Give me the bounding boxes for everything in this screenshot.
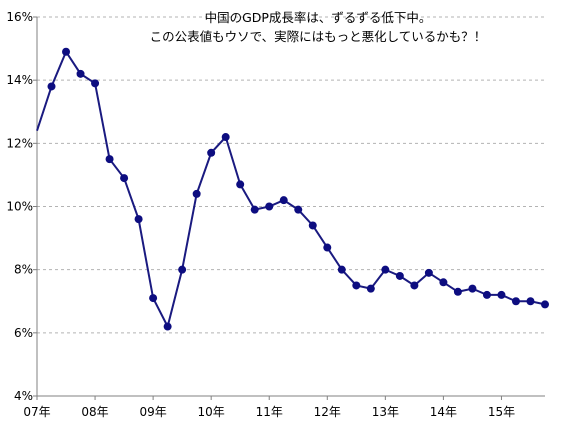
data-point [105, 155, 114, 164]
chart-title-line-1: 中国のGDP成長率は、ずるずる低下中。 [205, 10, 432, 25]
data-point [163, 322, 172, 331]
y-tick-label: 10% [6, 200, 33, 214]
data-point [250, 205, 259, 214]
data-point [511, 297, 520, 306]
data-point [294, 205, 303, 214]
x-tick-label: 11年 [256, 405, 283, 419]
y-tick-label: 12% [6, 136, 33, 150]
data-point [236, 180, 245, 189]
data-point [497, 290, 506, 299]
data-point [76, 69, 85, 78]
data-point [439, 278, 448, 287]
data-point [323, 243, 332, 252]
chart-title-line-2: この公表値もウソで、実際にはもっと悪化しているかも？！ [150, 29, 487, 44]
data-point [482, 290, 491, 299]
data-point [120, 174, 129, 183]
x-tick-labels: 07年 08年 09年 10年 11年 12年 13年 14年 15年 [23, 405, 515, 419]
y-tick-label: 4% [14, 389, 33, 403]
y-tick-label: 16% [6, 10, 33, 24]
x-tick-label: 12年 [314, 405, 341, 419]
data-point [134, 215, 143, 224]
y-tick-label: 8% [14, 263, 33, 277]
data-point [526, 297, 535, 306]
data-point [366, 284, 375, 293]
data-point [207, 148, 216, 157]
chart-title: 中国のGDP成長率は、ずるずる低下中。 この公表値もウソで、実際にはもっと悪化し… [150, 10, 487, 44]
x-tick-label: 15年 [488, 405, 515, 419]
y-tick-label: 6% [14, 326, 33, 340]
data-point [221, 133, 230, 142]
data-point [410, 281, 419, 290]
data-point [149, 294, 158, 303]
data-point [337, 265, 346, 274]
data-point [453, 287, 462, 296]
data-point [352, 281, 361, 290]
y-tick-label: 14% [6, 73, 33, 87]
data-point [62, 47, 71, 56]
data-point [468, 284, 477, 293]
x-tick-label: 10年 [198, 405, 225, 419]
data-point [279, 196, 288, 205]
x-tick-label: 08年 [81, 405, 108, 419]
y-tick-labels: 4% 6% 8% 10% 12% 14% 16% [6, 10, 33, 403]
data-point [47, 82, 56, 91]
data-point [395, 271, 404, 280]
series-line [36, 49, 546, 330]
x-tick-label: 13年 [372, 405, 399, 419]
grid-lines [37, 16, 545, 334]
data-point [192, 189, 201, 198]
data-point [424, 268, 433, 277]
data-point [381, 265, 390, 274]
data-point [178, 265, 187, 274]
x-tick-label: 14年 [430, 405, 457, 419]
x-tick-label: 07年 [23, 405, 50, 419]
data-point [541, 300, 549, 309]
series-gdp [36, 47, 549, 331]
axes [33, 16, 545, 400]
data-point [265, 202, 274, 211]
x-tick-label: 09年 [139, 405, 166, 419]
data-point [308, 221, 317, 230]
data-point [91, 79, 100, 88]
